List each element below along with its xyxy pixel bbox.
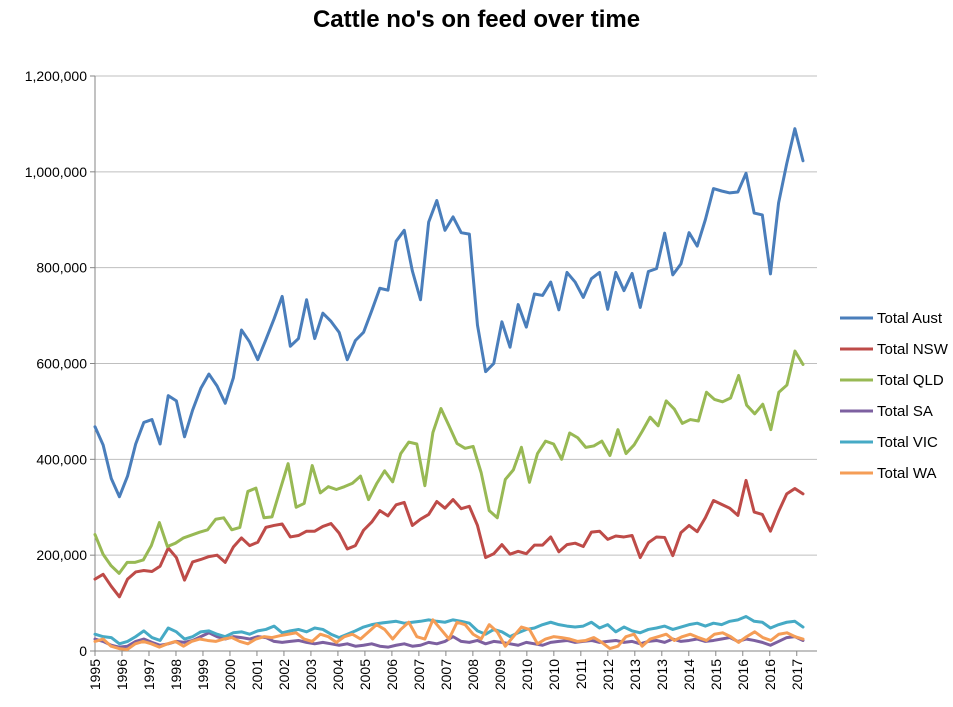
x-tick-label: 1997 [141,659,157,690]
x-tick-label: 2012 [600,659,616,690]
y-tick-label: 200,000 [36,547,87,563]
x-tick-label: 2016 [735,659,751,690]
x-tick-label: 2013 [627,659,643,690]
legend-label: Total VIC [877,434,938,451]
x-tick-label: 2007 [411,659,427,690]
legend-label: Total Aust [877,310,943,327]
legend-label: Total QLD [877,372,944,389]
y-tick-label: 600,000 [36,356,87,372]
x-tick-label: 2006 [384,659,400,690]
y-tick-label: 1,000,000 [25,164,87,180]
x-tick-label: 1996 [114,659,130,690]
x-tick-label: 2003 [303,659,319,690]
y-tick-label: 1,200,000 [25,68,87,84]
x-tick-label: 2004 [330,659,346,690]
x-tick-label: 2009 [492,659,508,690]
legend-label: Total WA [877,465,936,482]
legend-label: Total NSW [877,341,949,358]
series-line-total-aust [93,127,805,499]
axes [90,75,817,656]
x-tick-label: 2001 [249,659,265,690]
y-tick-label: 800,000 [36,260,87,276]
x-tick-label: 2013 [654,659,670,690]
x-tick-labels: 1995 1996 1997 1998 1999 2000 2001 2002 2003 2004… [87,659,805,690]
x-tick-label: 2000 [222,659,238,690]
y-tick-label: 0 [79,643,87,659]
y-tick-label: 400,000 [36,451,87,467]
x-tick-label: 2010 [519,659,535,690]
x-tick-label: 2010 [546,659,562,690]
x-tick-label: 2005 [357,659,373,690]
series-line-total-nsw [93,478,805,599]
gridlines [95,75,817,556]
y-tick-labels: 0 200,000 400,000 600,000 800,000 1,000,000 1,… [25,68,88,659]
x-tick-label: 2017 [789,659,805,690]
x-tick-label: 1999 [195,659,211,690]
legend: Total Aust Total NSW Total QLD Total SA Tota… [840,310,949,482]
x-tick-label: 2002 [276,659,292,690]
series-line-total-qld [93,349,805,575]
x-tick-label: 2011 [573,659,589,689]
x-tick-label: 1998 [168,659,184,690]
x-tick-label: 2014 [681,659,697,690]
chart-title: Cattle no's on feed over time [312,6,641,33]
series-lines [93,127,805,652]
legend-label: Total SA [877,403,933,420]
x-tick-label: 2007 [438,659,454,690]
x-tick-label: 2016 [762,659,778,690]
x-tick-label: 2015 [708,659,724,690]
series-line-total-wa [93,618,805,652]
series-line-total-vic [93,615,805,646]
x-tick-label: 2008 [465,659,481,690]
x-tick-label: 1995 [87,659,103,690]
